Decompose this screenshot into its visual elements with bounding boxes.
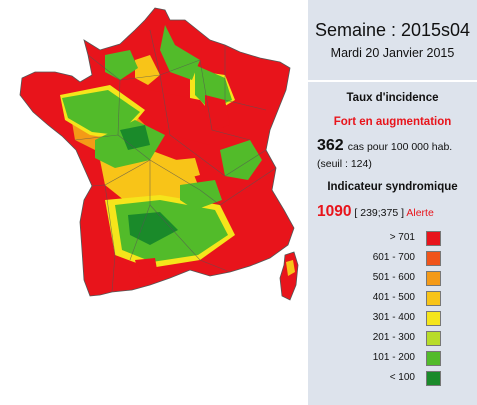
legend-swatch <box>426 371 441 386</box>
legend-item: 501 - 600 <box>308 270 477 288</box>
threshold-label: (seuil : 124) <box>317 158 372 170</box>
legend-label: 401 - 500 <box>372 292 415 303</box>
legend-swatch <box>426 231 441 246</box>
legend-label: < 100 <box>389 372 415 383</box>
incidence-trend: Fort en augmentation <box>333 116 452 128</box>
legend-label: 101 - 200 <box>372 352 415 363</box>
legend-swatch <box>426 311 441 326</box>
legend-item: 601 - 700 <box>308 250 477 268</box>
legend-swatch <box>426 271 441 286</box>
syndromic-status: Alerte <box>406 207 434 219</box>
legend-swatch <box>426 351 441 366</box>
syndromic-title: Indicateur syndromique <box>327 181 458 193</box>
syndromic-value: 1090 <box>317 203 352 220</box>
legend-item: 101 - 200 <box>308 350 477 368</box>
legend-label: 201 - 300 <box>372 332 415 343</box>
legend-swatch <box>426 291 441 306</box>
legend-item: 301 - 400 <box>308 310 477 328</box>
syndromic-line: 1090 [ 239;375 ] Alerte <box>317 203 434 221</box>
legend-label: 501 - 600 <box>372 272 415 283</box>
legend-label: 601 - 700 <box>372 252 415 263</box>
incidence-title: Taux d'incidence <box>346 92 439 104</box>
cases-line: 362 cas pour 100 000 hab. <box>317 137 452 155</box>
legend-swatch <box>426 331 441 346</box>
cases-unit: cas pour 100 000 hab. <box>347 141 453 153</box>
legend-label: 301 - 400 <box>372 312 415 323</box>
legend-item: < 100 <box>308 370 477 388</box>
date-label: Mardi 20 Janvier 2015 <box>330 46 455 60</box>
info-panel: Semaine : 2015s04 Mardi 20 Janvier 2015 … <box>308 0 477 405</box>
legend-item: 201 - 300 <box>308 330 477 348</box>
legend-swatch <box>426 251 441 266</box>
syndromic-range: [ 239;375 ] <box>354 207 405 219</box>
cases-value: 362 <box>317 137 344 154</box>
week-label: Semaine : 2015s04 <box>314 20 471 40</box>
panel-divider <box>308 80 477 82</box>
legend-label: > 701 <box>389 232 415 243</box>
legend-item: 401 - 500 <box>308 290 477 308</box>
legend-item: > 701 <box>308 230 477 248</box>
france-incidence-map <box>19 7 299 301</box>
